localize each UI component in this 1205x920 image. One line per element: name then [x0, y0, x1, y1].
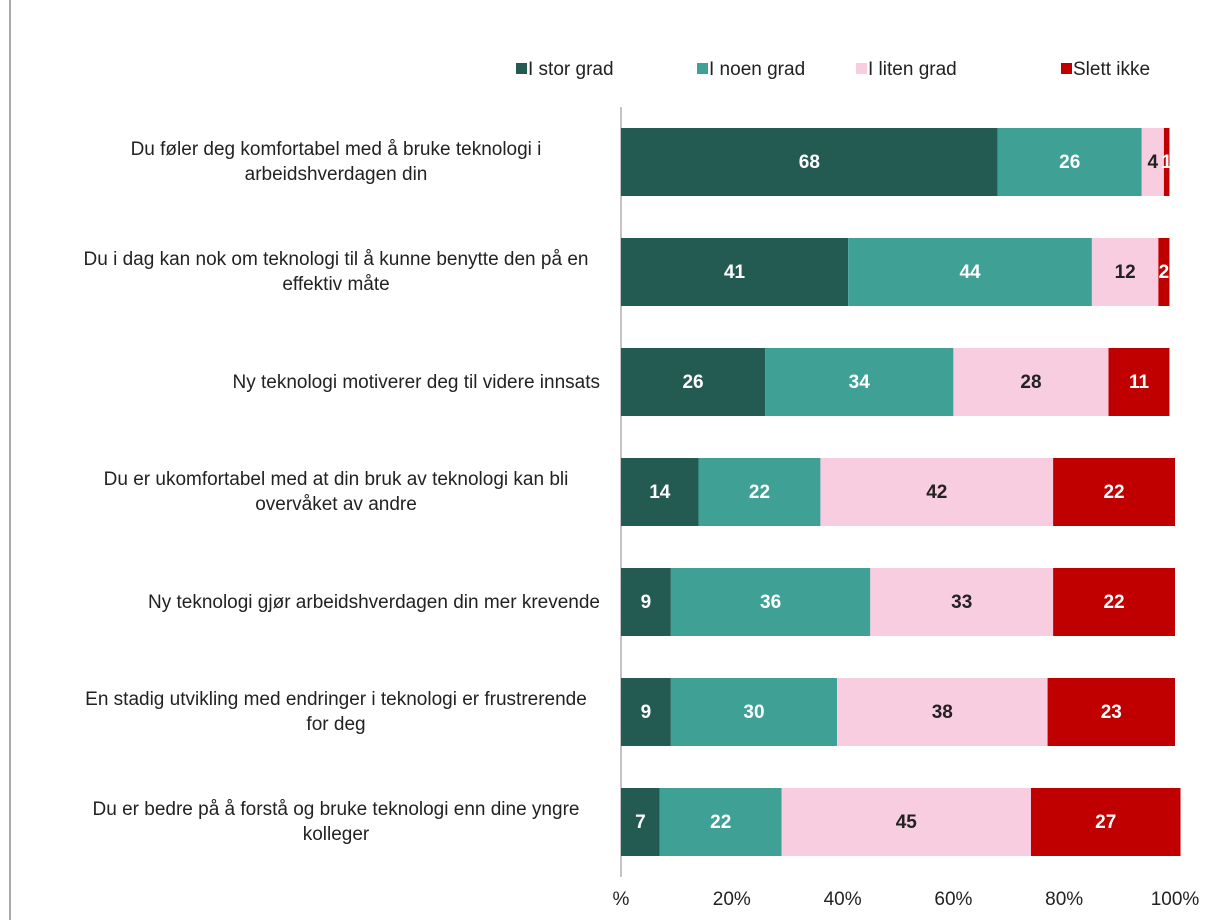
- bar-segment: [621, 128, 998, 196]
- bar-segment: [765, 348, 954, 416]
- bar-segment: [848, 238, 1092, 306]
- x-tick-label: 80%: [1045, 889, 1083, 910]
- data-label: 45: [896, 812, 918, 833]
- data-label: 23: [1101, 702, 1122, 723]
- bar-segment: [621, 678, 671, 746]
- bar-segment: [621, 348, 766, 416]
- bar-segment: [621, 568, 671, 636]
- bar-segment: [1108, 348, 1170, 416]
- bar-segment: [1141, 128, 1164, 196]
- data-label: 22: [1103, 482, 1124, 503]
- data-label: 22: [710, 812, 731, 833]
- data-label: 44: [959, 262, 981, 283]
- category-label: Ny teknologi motiverer deg til videre in…: [20, 342, 600, 422]
- category-text: Ny teknologi motiverer deg til videre in…: [232, 371, 600, 393]
- legend-swatch: [1061, 63, 1072, 74]
- bar-segment: [659, 788, 782, 856]
- data-label: 34: [849, 372, 871, 393]
- data-label: 9: [641, 702, 652, 723]
- bar-segment: [621, 238, 849, 306]
- category-text: Ny teknologi gjør arbeidshverdagen din m…: [147, 591, 600, 613]
- legend-swatch: [697, 63, 708, 74]
- bar-segment: [1047, 678, 1175, 746]
- bar-segment: [670, 568, 871, 636]
- category-text: Du i dag kan nok om teknologi til å kunn…: [83, 249, 589, 295]
- legend-label: I noen grad: [709, 59, 805, 80]
- legend-swatch: [856, 63, 867, 74]
- category-label: Du er ukomfortabel med at din bruk av te…: [20, 452, 600, 532]
- bar-segment: [1163, 128, 1170, 196]
- data-label: 2: [1159, 262, 1170, 283]
- legend-label: Slett ikke: [1073, 59, 1150, 80]
- data-label: 22: [749, 482, 770, 503]
- bar-segment: [1053, 568, 1175, 636]
- x-tick-label: 60%: [934, 889, 972, 910]
- data-label: 1: [1161, 152, 1172, 173]
- legend-label: I liten grad: [868, 59, 957, 80]
- bar-segment: [820, 458, 1054, 526]
- bar-segment: [781, 788, 1031, 856]
- data-label: 22: [1103, 592, 1124, 613]
- data-label: 7: [635, 812, 646, 833]
- x-tick-label: 20%: [713, 889, 751, 910]
- x-tick-label: 40%: [824, 889, 862, 910]
- bar-segment: [621, 458, 699, 526]
- data-label: 12: [1115, 262, 1136, 283]
- bar-segment: [670, 678, 838, 746]
- data-label: 68: [799, 152, 820, 173]
- legend-swatch: [516, 63, 527, 74]
- data-label: 38: [932, 702, 953, 723]
- bar-segment: [621, 788, 660, 856]
- x-tick-label: 100%: [1151, 889, 1200, 910]
- data-label: 28: [1020, 372, 1041, 393]
- bar-segment: [870, 568, 1054, 636]
- category-label: Du føler deg komfortabel med å bruke tek…: [20, 122, 600, 202]
- data-label: 26: [1059, 152, 1080, 173]
- bar-segment: [698, 458, 821, 526]
- data-label: 36: [760, 592, 781, 613]
- bar-segment: [953, 348, 1109, 416]
- category-text: Du føler deg komfortabel med å bruke tek…: [130, 139, 542, 185]
- category-label: Ny teknologi gjør arbeidshverdagen din m…: [20, 562, 600, 642]
- category-label: En stadig utvikling med endringer i tekn…: [20, 672, 600, 752]
- category-label: Du er bedre på å forstå og bruke teknolo…: [20, 782, 600, 862]
- category-text: Du er ukomfortabel med at din bruk av te…: [103, 469, 569, 515]
- bar-segment: [1158, 238, 1170, 306]
- x-tick-label: %: [613, 889, 630, 910]
- data-label: 26: [682, 372, 703, 393]
- data-label: 30: [743, 702, 764, 723]
- data-label: 33: [951, 592, 972, 613]
- data-label: 42: [926, 482, 947, 503]
- bar-segment: [1053, 458, 1175, 526]
- bar-segment: [1030, 788, 1181, 856]
- data-label: 11: [1129, 372, 1150, 393]
- data-label: 14: [649, 482, 671, 503]
- category-label: Du i dag kan nok om teknologi til å kunn…: [20, 232, 600, 312]
- category-text: Du er bedre på å forstå og bruke teknolo…: [92, 799, 580, 845]
- category-text: En stadig utvikling med endringer i tekn…: [85, 689, 587, 735]
- data-label: 4: [1148, 152, 1159, 173]
- bar-segment: [1091, 238, 1159, 306]
- data-label: 41: [724, 262, 746, 283]
- bar-segment: [837, 678, 1048, 746]
- legend-label: I stor grad: [528, 59, 614, 80]
- data-label: 27: [1095, 812, 1116, 833]
- data-label: 9: [641, 592, 652, 613]
- bar-segment: [997, 128, 1142, 196]
